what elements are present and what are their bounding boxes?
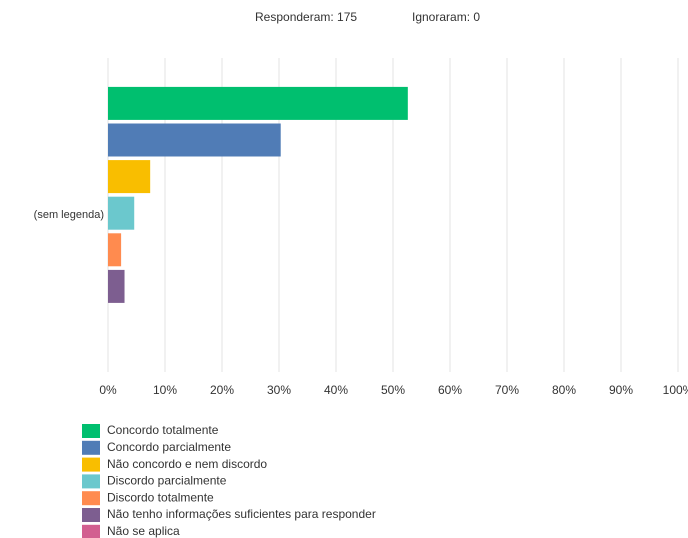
legend-swatch — [82, 424, 100, 438]
legend-label: Discordo parcialmente — [107, 474, 227, 488]
bar — [108, 160, 151, 194]
legend-label: Não concordo e nem discordo — [107, 457, 267, 471]
x-tick-label: 60% — [438, 383, 462, 397]
x-tick-label: 80% — [552, 383, 576, 397]
legend-label: Concordo totalmente — [107, 423, 219, 437]
x-tick-label: 90% — [609, 383, 633, 397]
legend-label: Discordo totalmente — [107, 490, 214, 504]
bar — [108, 196, 135, 230]
x-tick-label: 50% — [381, 383, 405, 397]
bar — [108, 269, 125, 303]
ignored-count: Ignoraram: 0 — [412, 10, 480, 24]
y-tick-label: (sem legenda) — [34, 209, 104, 221]
x-tick-label: 0% — [99, 383, 117, 397]
legend-label: Não se aplica — [107, 524, 180, 538]
legend-swatch — [82, 440, 100, 455]
x-tick-label: 30% — [267, 383, 291, 397]
bar — [108, 86, 408, 120]
legend-swatch — [82, 457, 100, 472]
legend-label: Não tenho informações suficientes para r… — [107, 507, 376, 521]
legend-swatch — [82, 491, 100, 506]
x-tick-label: 10% — [153, 383, 177, 397]
legend-swatch — [82, 474, 100, 489]
bar — [108, 233, 122, 267]
x-tick-label: 100% — [663, 383, 688, 397]
legend-swatch — [82, 524, 100, 538]
x-tick-label: 70% — [495, 383, 519, 397]
bar — [108, 123, 281, 157]
x-tick-label: 20% — [210, 383, 234, 397]
legend-label: Concordo parcialmente — [107, 440, 231, 454]
x-tick-label: 40% — [324, 383, 348, 397]
responded-count: Responderam: 175 — [255, 10, 357, 24]
legend-swatch — [82, 508, 100, 522]
